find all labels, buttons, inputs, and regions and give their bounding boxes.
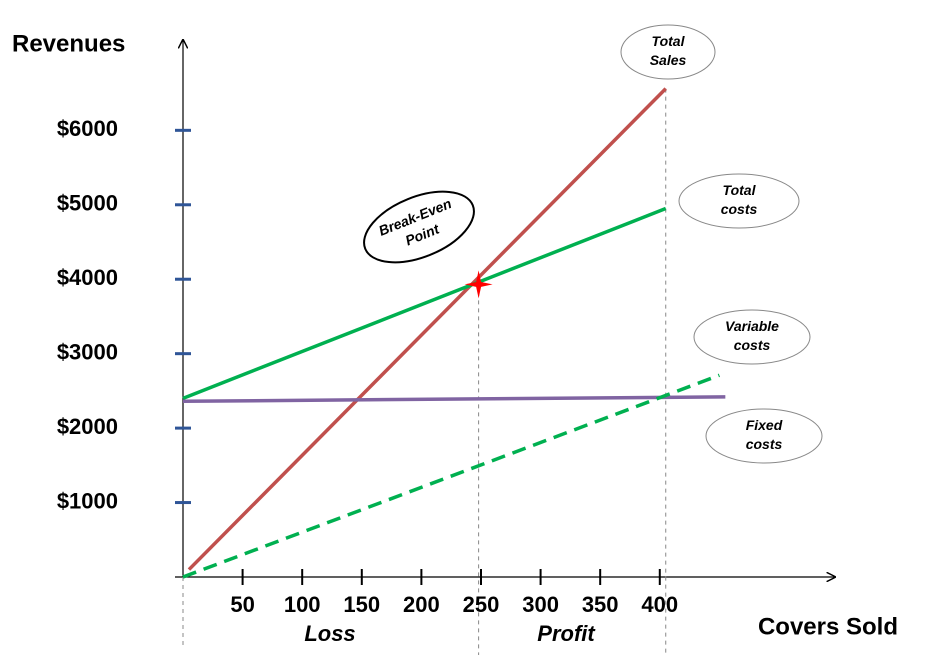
annotation-text: Fixed — [746, 417, 783, 433]
annotation-text: Variable — [725, 318, 779, 334]
x-tick-label: 400 — [641, 592, 678, 617]
series-line — [187, 87, 667, 571]
annotation-ellipse — [693, 309, 811, 365]
annotation-text: Total — [723, 182, 757, 198]
x-tick-label: 150 — [343, 592, 380, 617]
y-tick-label: $6000 — [57, 116, 118, 141]
x-tick-label: 200 — [403, 592, 440, 617]
annotation: Total Sales — [620, 24, 716, 80]
annotation: Total costs — [678, 173, 800, 229]
region-label: Loss — [304, 621, 355, 646]
annotation-text: costs — [746, 436, 783, 452]
annotation-ellipse — [620, 24, 716, 80]
annotation-ellipse — [363, 190, 475, 264]
annotation-ellipse — [678, 173, 800, 229]
x-tick-label: 100 — [284, 592, 321, 617]
annotation: Fixed costs — [705, 408, 823, 464]
y-tick-label: $1000 — [57, 488, 118, 513]
series-line — [182, 206, 667, 400]
x-tick-label: 50 — [230, 592, 254, 617]
annotation-text: costs — [734, 337, 771, 353]
region-label: Profit — [537, 621, 596, 646]
series-line — [182, 395, 726, 404]
y-tick-label: $5000 — [57, 191, 118, 216]
y-axis-title: Revenues — [12, 30, 125, 57]
annotation-text: costs — [721, 201, 758, 217]
x-tick-label: 300 — [522, 592, 559, 617]
break-even-point — [464, 270, 493, 299]
annotation-text: Total — [652, 33, 686, 49]
x-tick-label: 350 — [582, 592, 619, 617]
series-line — [182, 373, 720, 579]
y-tick-label: $4000 — [57, 265, 118, 290]
x-axis-title: Covers Sold — [758, 613, 898, 640]
x-tick-label: 250 — [463, 592, 500, 617]
y-tick-label: $3000 — [57, 339, 118, 364]
annotation-text: Sales — [650, 52, 687, 68]
annotation-ellipse — [705, 408, 823, 464]
y-tick-label: $2000 — [57, 414, 118, 439]
annotation: Variable costs — [693, 309, 811, 365]
